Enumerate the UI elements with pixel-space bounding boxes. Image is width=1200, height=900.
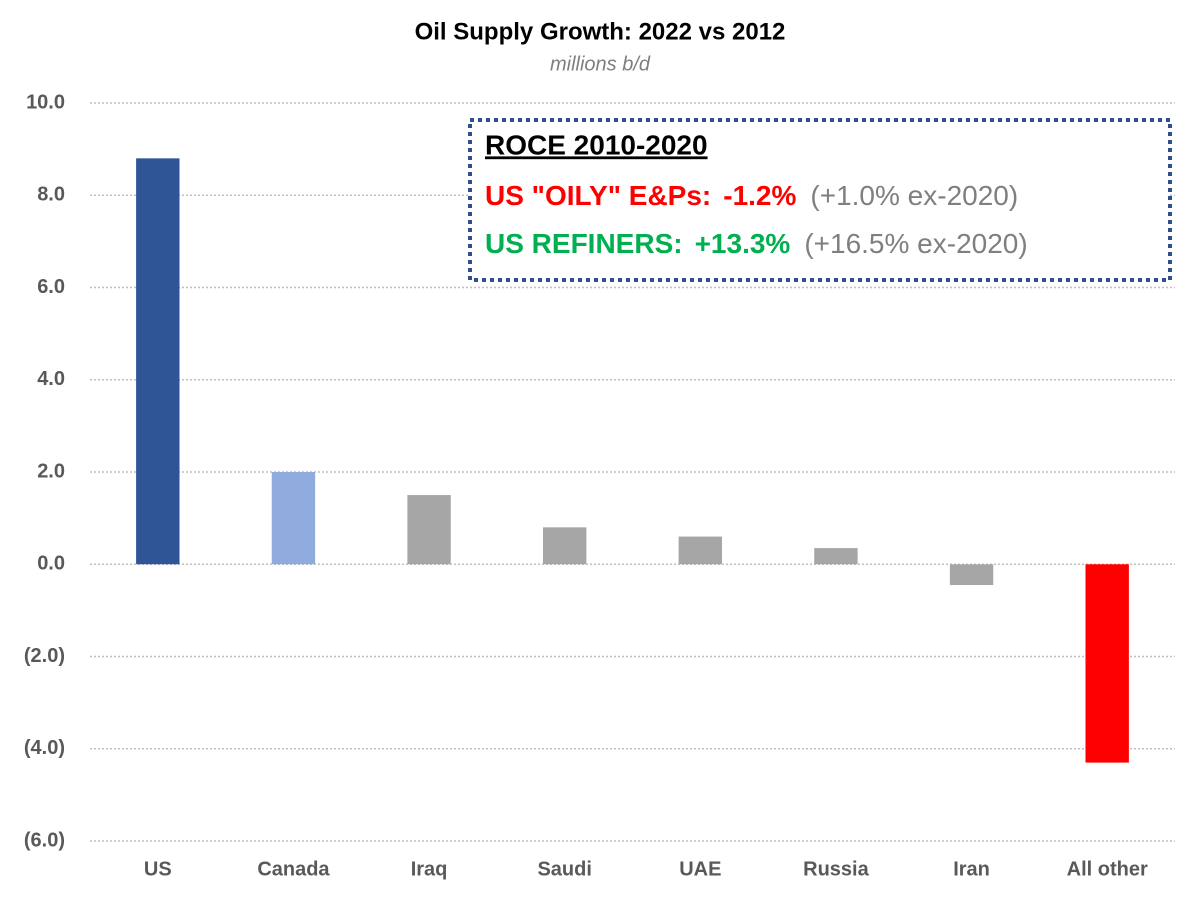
chart-title: Oil Supply Growth: 2022 vs 2012 <box>415 18 786 45</box>
y-tick-label: (4.0) <box>24 737 65 759</box>
y-tick-label: 4.0 <box>37 368 65 390</box>
annotation-value: +13.3% <box>695 228 791 259</box>
labels: (6.0) (4.0) (2.0) 0.0 2.0 4.0 6.0 8.0 10.0 US Cana… <box>24 91 1148 880</box>
annotation-label: US REFINERS: <box>485 228 683 259</box>
x-tick-label: UAE <box>679 858 721 880</box>
bars <box>136 158 1129 763</box>
y-tick-label: 0.0 <box>37 553 65 575</box>
bar <box>1085 564 1129 763</box>
y-tick-label: 2.0 <box>37 460 65 482</box>
annotation: ROCE 2010-2020 US "OILY" E&Ps: -1.2% (+1.0%… <box>468 118 1172 282</box>
bar <box>136 158 180 565</box>
bar <box>407 495 451 565</box>
chart-subtitle: millions b/d <box>550 53 651 75</box>
y-tick-label: (6.0) <box>24 829 65 851</box>
annotation-title: ROCE 2010-2020 <box>485 129 708 160</box>
x-tick-label: All other <box>1067 858 1148 880</box>
bar <box>949 564 994 586</box>
x-tick-label: Russia <box>803 858 869 880</box>
x-tick-label: US <box>144 858 172 880</box>
annotation-line: US REFINERS: +13.3% (+16.5% ex-2020) <box>485 228 1028 259</box>
bar <box>542 527 587 565</box>
x-tick-label: Saudi <box>537 858 591 880</box>
y-tick-label: (2.0) <box>24 645 65 667</box>
x-tick-label: Iraq <box>411 858 448 880</box>
annotation-label: US "OILY" E&Ps: <box>485 180 711 211</box>
y-tick-label: 8.0 <box>37 184 65 206</box>
bar <box>271 472 316 565</box>
y-tick-label: 10.0 <box>26 91 65 113</box>
x-tick-label: Iran <box>953 858 990 880</box>
bar <box>678 536 723 565</box>
bar <box>814 548 858 565</box>
annotation-line: US "OILY" E&Ps: -1.2% (+1.0% ex-2020) <box>485 180 1018 211</box>
annotation-note: (+1.0% ex-2020) <box>810 180 1018 211</box>
y-tick-label: 6.0 <box>37 276 65 298</box>
annotation-box <box>468 118 1172 282</box>
x-tick-label: Canada <box>257 858 330 880</box>
annotation-value: -1.2% <box>723 180 796 211</box>
annotation-note: (+16.5% ex-2020) <box>804 228 1027 259</box>
